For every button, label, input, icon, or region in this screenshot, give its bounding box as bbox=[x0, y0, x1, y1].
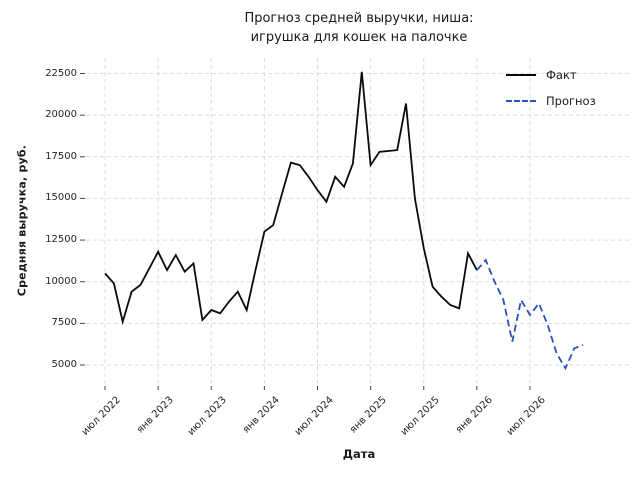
legend-item-forecast: Прогноз bbox=[506, 88, 596, 114]
legend-item-fact: Факт bbox=[506, 62, 596, 88]
y-tick-label: 10000 bbox=[45, 275, 77, 287]
y-tick-label: 12500 bbox=[45, 234, 77, 246]
y-tick-label: 15000 bbox=[45, 192, 77, 204]
y-tick-label: 5000 bbox=[51, 359, 77, 370]
fact-line-sample bbox=[506, 74, 536, 76]
forecast-line-sample bbox=[506, 100, 536, 102]
x-axis-label: Дата bbox=[342, 447, 376, 461]
chart-title: Прогноз средней выручки, ниша: игрушка д… bbox=[244, 11, 474, 45]
legend-label-fact: Факт bbox=[546, 68, 577, 82]
legend-label-forecast: Прогноз bbox=[546, 94, 596, 108]
forecast-line bbox=[476, 258, 584, 371]
y-tick-label: 17500 bbox=[45, 150, 77, 162]
fact-line bbox=[104, 71, 478, 326]
y-tick-label: 22500 bbox=[45, 67, 77, 79]
y-tick-label: 20000 bbox=[45, 109, 77, 121]
y-tick-label: 7500 bbox=[51, 317, 77, 329]
legend: Факт Прогноз bbox=[506, 62, 596, 114]
